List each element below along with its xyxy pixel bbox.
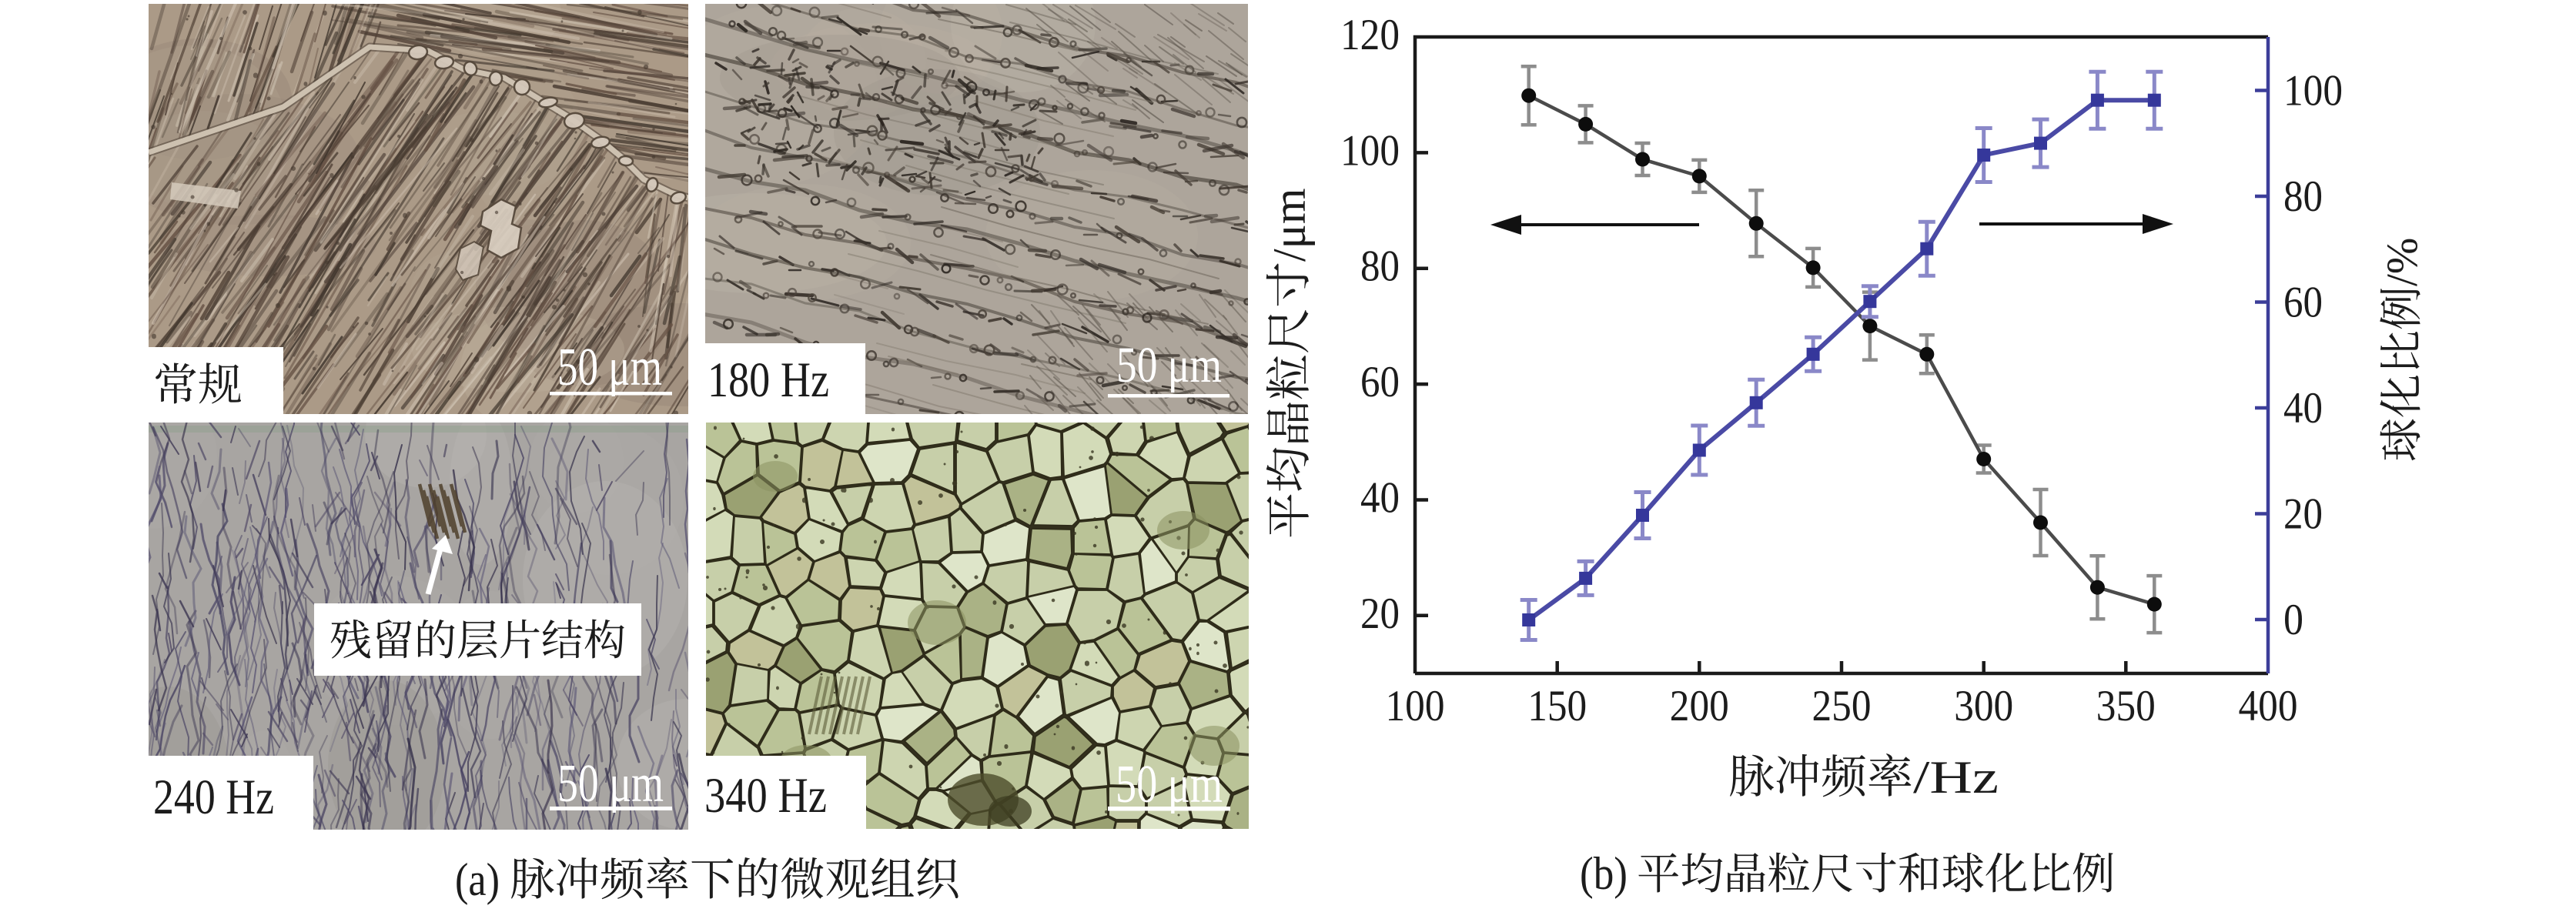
svg-text:100: 100	[1386, 682, 1445, 730]
svg-text:(a): (a)	[455, 854, 500, 905]
svg-text:50 μm: 50 μm	[557, 754, 664, 813]
svg-text:/Hz: /Hz	[1913, 752, 1999, 803]
svg-text:20: 20	[1360, 590, 1400, 638]
svg-text:250: 250	[1812, 682, 1872, 730]
svg-text:120: 120	[1340, 11, 1400, 59]
svg-text:150: 150	[1527, 682, 1587, 730]
svg-text:350: 350	[2096, 682, 2156, 730]
svg-text:20: 20	[2283, 490, 2323, 539]
svg-text:0: 0	[2283, 596, 2303, 644]
svg-text:100: 100	[1340, 126, 1400, 175]
svg-text:100: 100	[2283, 67, 2343, 115]
svg-text:40: 40	[1360, 474, 1400, 523]
svg-text:(b): (b)	[1580, 848, 1628, 899]
svg-text:50 μm: 50 μm	[1116, 337, 1222, 393]
svg-text:80: 80	[2283, 172, 2323, 221]
svg-text:50 μm: 50 μm	[1116, 755, 1223, 814]
svg-text:340 Hz: 340 Hz	[704, 768, 827, 823]
svg-text:60: 60	[2283, 279, 2323, 327]
svg-text:80: 80	[1360, 242, 1400, 291]
svg-text:400: 400	[2239, 682, 2298, 730]
svg-text:40: 40	[2283, 384, 2323, 433]
svg-text:200: 200	[1670, 682, 1729, 730]
svg-text:50 μm: 50 μm	[557, 338, 662, 397]
svg-text:/μm: /μm	[1264, 188, 1315, 262]
svg-text:240 Hz: 240 Hz	[153, 770, 274, 825]
svg-text:300: 300	[1954, 682, 2013, 730]
svg-text:180 Hz: 180 Hz	[708, 352, 829, 408]
svg-text:/%: /%	[2378, 238, 2427, 286]
svg-text:60: 60	[1360, 358, 1400, 406]
